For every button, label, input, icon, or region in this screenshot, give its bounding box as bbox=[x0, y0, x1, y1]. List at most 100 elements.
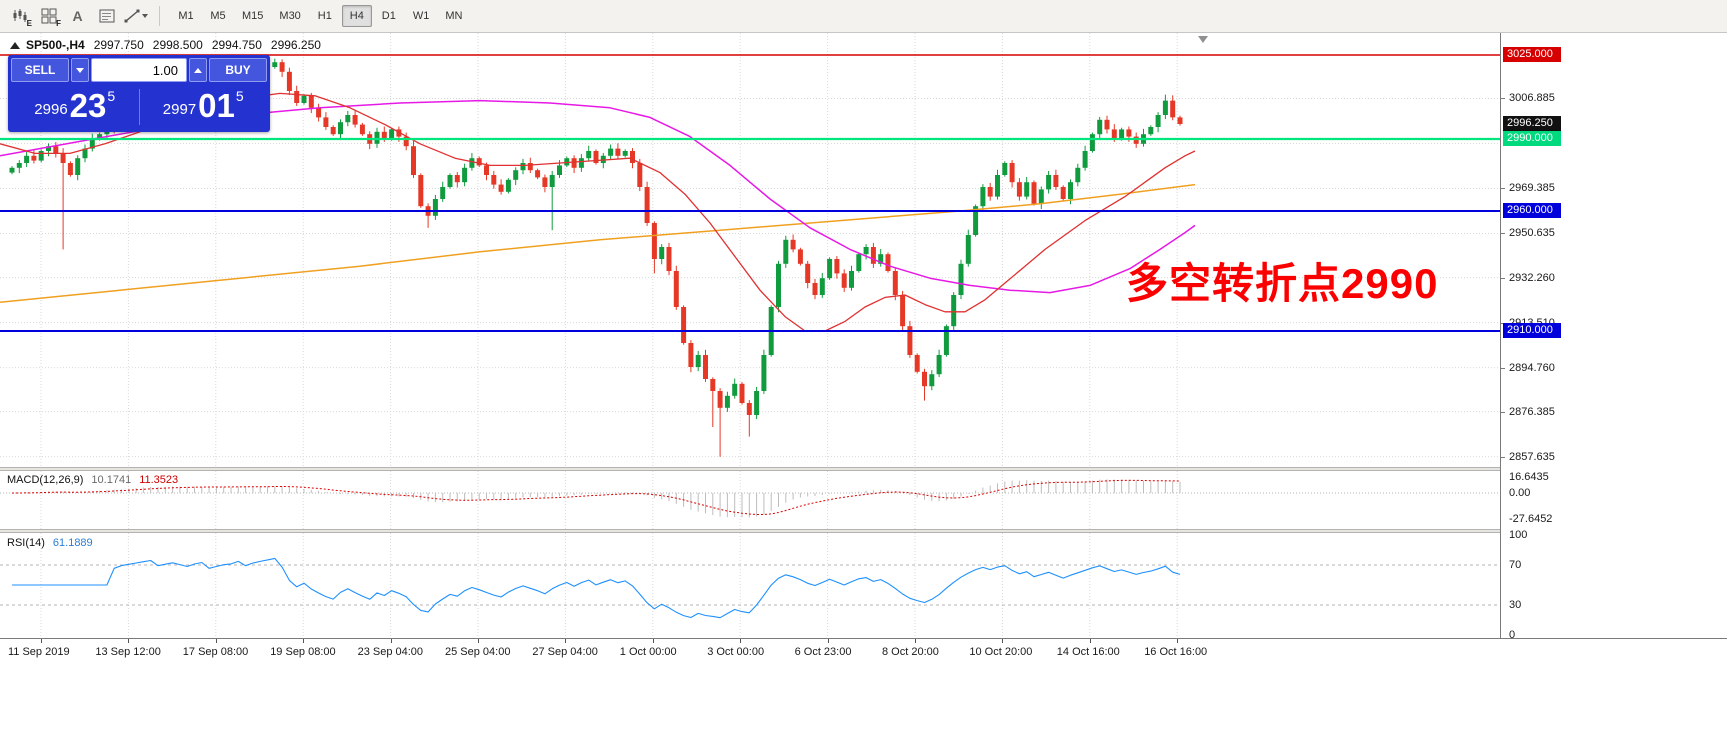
textbox-glyph bbox=[99, 9, 114, 23]
macd-name: MACD(12,26,9) bbox=[7, 474, 84, 486]
rsi-panel-splitter[interactable] bbox=[0, 529, 1727, 533]
line-studies-icon[interactable] bbox=[122, 4, 149, 28]
axis-tick bbox=[1501, 277, 1505, 279]
annotation-text: 多空转折点2990 bbox=[1126, 260, 1439, 307]
time-axis-label: 14 Oct 16:00 bbox=[1056, 646, 1120, 658]
time-axis-label: 25 Sep 04:00 bbox=[445, 646, 511, 658]
price-axis-label: 2969.385 bbox=[1509, 182, 1555, 195]
one-click-collapse-icon[interactable] bbox=[10, 42, 20, 49]
time-axis-tick bbox=[390, 639, 392, 643]
time-axis-label: 8 Oct 20:00 bbox=[882, 646, 939, 658]
time-axis-tick bbox=[478, 639, 479, 643]
rsi-name: RSI(14) bbox=[7, 537, 45, 549]
timeframe-w1-button[interactable]: W1 bbox=[412, 10, 430, 22]
price-tag: 3025.000 bbox=[1503, 47, 1561, 62]
axis-tick bbox=[1501, 98, 1505, 100]
rsi-axis-label: 100 bbox=[1509, 529, 1528, 541]
axis-tick bbox=[1501, 411, 1505, 413]
trade-panel-top-row: SELL BUY bbox=[11, 58, 267, 82]
ask-sup-digit: 5 bbox=[235, 88, 244, 104]
time-axis-label: 1 Oct 00:00 bbox=[619, 646, 677, 658]
time-axis-label: 19 Sep 08:00 bbox=[270, 646, 336, 658]
macd-panel-splitter[interactable] bbox=[0, 467, 1727, 471]
time-axis-tick bbox=[1089, 639, 1091, 643]
chart-edit-icon[interactable]: E bbox=[6, 4, 33, 28]
price-axis-label: 2894.760 bbox=[1509, 361, 1555, 374]
time-axis-tick bbox=[215, 639, 217, 643]
ohlc-high: 2998.500 bbox=[152, 38, 203, 52]
chart-shift-marker-icon[interactable] bbox=[1198, 36, 1208, 43]
price-tag: 2996.250 bbox=[1503, 116, 1561, 131]
time-axis-label: 10 Oct 20:00 bbox=[969, 646, 1033, 658]
macd-panel-canvas[interactable] bbox=[0, 471, 1500, 529]
timeframe-m30-button[interactable]: M30 bbox=[279, 10, 301, 22]
timeframe-group: M1 M5 M15 M30 H1 H4 D1 W1 MN bbox=[170, 5, 470, 27]
timeframe-h1-button[interactable]: H1 bbox=[317, 10, 332, 22]
axis-tick bbox=[1501, 233, 1505, 235]
time-axis-tick bbox=[915, 639, 916, 643]
sell-button[interactable]: SELL bbox=[11, 58, 69, 82]
price-tag: 2990.000 bbox=[1503, 131, 1561, 146]
time-axis-tick bbox=[1002, 639, 1004, 643]
rsi-axis-label: 70 bbox=[1509, 559, 1522, 571]
macd-axis-label: 16.6435 bbox=[1509, 471, 1549, 484]
timeframe-m15-button[interactable]: M15 bbox=[242, 10, 264, 22]
time-axis-tick bbox=[303, 639, 305, 643]
macd-main-value: 10.1741 bbox=[91, 474, 132, 486]
buy-button[interactable]: BUY bbox=[209, 58, 267, 82]
price-axis-label: 2932.260 bbox=[1509, 271, 1555, 284]
grid-profile-icon[interactable]: F bbox=[35, 4, 62, 28]
time-axis-label: 13 Sep 12:00 bbox=[95, 646, 161, 658]
time-axis-tick bbox=[41, 639, 42, 643]
timeframe-mn-button[interactable]: MN bbox=[445, 10, 463, 22]
grid-glyph bbox=[41, 8, 56, 24]
text-label-icon[interactable]: A bbox=[72, 8, 83, 24]
time-axis[interactable]: 11 Sep 2019 13 Sep 12:00 17 Sep 08:00 19 Se… bbox=[0, 638, 1727, 666]
time-axis-label: 16 Oct 16:00 bbox=[1144, 646, 1208, 658]
bottom-margin bbox=[0, 666, 1727, 732]
price-axis-label: 3006.885 bbox=[1509, 92, 1555, 105]
time-axis-label: 3 Oct 00:00 bbox=[707, 646, 765, 658]
timeframe-h4-button[interactable]: H4 bbox=[341, 5, 372, 27]
axis-tick bbox=[1501, 188, 1505, 190]
price-axis[interactable]: 3006.8852969.3852950.6352932.2602913.510… bbox=[1500, 33, 1727, 641]
bid-big-digits: 23 bbox=[69, 87, 107, 124]
ask-price-button[interactable]: 2997 01 5 bbox=[140, 89, 268, 125]
dropdown-caret-icon bbox=[141, 14, 148, 18]
volume-decrease-button[interactable] bbox=[71, 58, 89, 82]
bid-price-button[interactable]: 2996 23 5 bbox=[11, 89, 139, 125]
time-axis-tick bbox=[128, 639, 130, 643]
macd-axis-label: -27.6452 bbox=[1509, 513, 1553, 526]
timeframe-d1-button[interactable]: D1 bbox=[381, 10, 396, 22]
time-axis-label: 23 Sep 04:00 bbox=[357, 646, 424, 658]
toolbar-separator bbox=[159, 6, 160, 26]
rsi-axis-label: 30 bbox=[1509, 599, 1522, 611]
ohlc-close: 2996.250 bbox=[270, 38, 321, 52]
badge-e: E bbox=[26, 19, 32, 28]
axis-tick bbox=[1501, 456, 1505, 458]
timeframe-m5-button[interactable]: M5 bbox=[210, 10, 226, 22]
trendline-glyph bbox=[124, 9, 139, 23]
candlestick-glyph bbox=[13, 9, 26, 22]
time-axis-tick bbox=[1177, 639, 1179, 643]
rsi-panel-canvas[interactable] bbox=[0, 533, 1500, 638]
volume-increase-button[interactable] bbox=[189, 58, 207, 82]
trade-panel-price-row: 2996 23 5 2997 01 5 bbox=[11, 85, 267, 129]
time-axis-tick bbox=[565, 639, 567, 643]
macd-label: MACD(12,26,9) 10.1741 11.3523 bbox=[7, 474, 178, 486]
caret-up-icon bbox=[194, 67, 202, 73]
timeframe-m1-button[interactable]: M1 bbox=[178, 10, 194, 22]
bid-base: 2996 bbox=[34, 101, 68, 118]
time-axis-tick bbox=[827, 639, 829, 643]
symbol-period-label: SP500-,H4 bbox=[26, 38, 85, 52]
time-axis-label: 17 Sep 08:00 bbox=[182, 646, 249, 658]
bid-sup-digit: 5 bbox=[107, 88, 116, 104]
time-axis-tick bbox=[652, 639, 654, 643]
price-chart-canvas[interactable] bbox=[0, 33, 1500, 467]
price-tag: 2910.000 bbox=[1503, 323, 1561, 338]
volume-input[interactable] bbox=[91, 58, 187, 82]
text-box-icon[interactable] bbox=[93, 4, 120, 28]
price-axis-label: 2876.385 bbox=[1509, 405, 1555, 418]
price-axis-label: 2950.635 bbox=[1509, 227, 1555, 240]
